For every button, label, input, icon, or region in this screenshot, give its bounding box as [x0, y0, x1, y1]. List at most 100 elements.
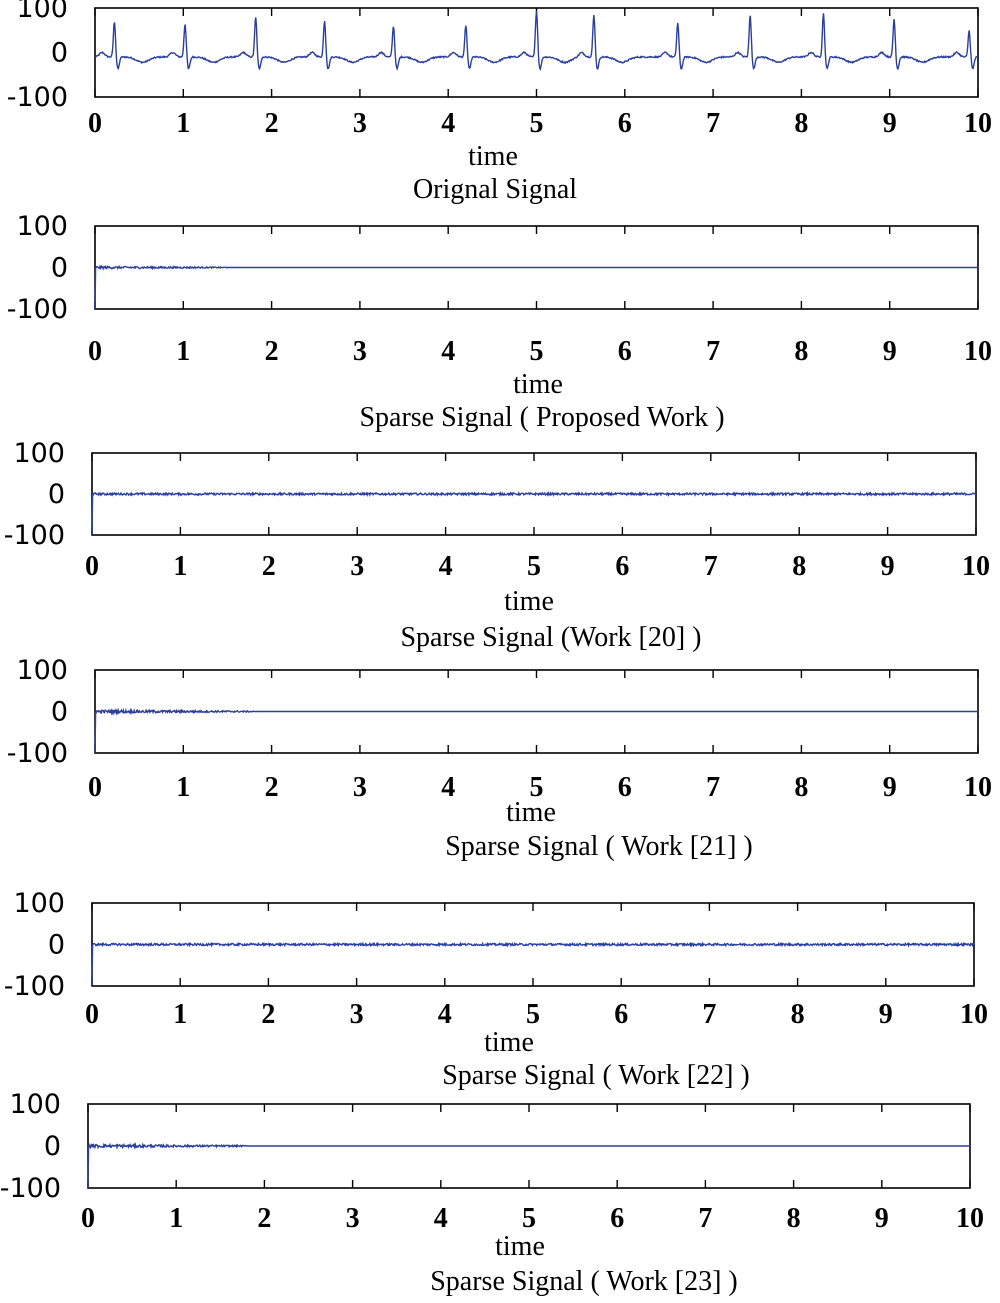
signal-series-line — [94, 11, 978, 72]
x-tick-label: 0 — [88, 772, 102, 803]
panel-title: Orignal Signal — [413, 174, 577, 205]
x-tick-label: 4 — [434, 1203, 448, 1234]
x-tick-label: 0 — [81, 1203, 95, 1234]
x-tick-label: 3 — [350, 999, 364, 1030]
x-tick-label: 2 — [261, 999, 275, 1030]
x-tick-label: 0 — [85, 999, 99, 1030]
x-tick-label: 2 — [265, 772, 279, 803]
x-tick-label: 2 — [265, 108, 279, 139]
signal-panel-3: 0 1 2 3 4 5 6 7 8 9 10 100 0 -100 time Sparse Signal (W… — [4, 438, 990, 653]
x-tick-label: 1 — [173, 551, 187, 582]
x-tick-label: 10 — [956, 1203, 984, 1234]
x-tick-label: 4 — [441, 336, 455, 367]
y-tick-label: 100 — [16, 655, 68, 686]
x-tick-label: 5 — [530, 108, 544, 139]
x-tick-label: 9 — [879, 999, 893, 1030]
panel-title: Sparse Signal ( Work [22] ) — [442, 1060, 750, 1091]
x-tick-label: 8 — [787, 1203, 801, 1234]
x-tick-label: 1 — [176, 336, 190, 367]
y-tick-label: -100 — [4, 520, 65, 551]
signal-series-line — [87, 1141, 970, 1189]
x-tick-label: 2 — [257, 1203, 271, 1234]
x-tick-label: 4 — [438, 999, 452, 1030]
y-tick-label: 100 — [16, 0, 68, 24]
y-tick-label: 0 — [44, 1131, 61, 1162]
signal-series-line — [94, 264, 978, 310]
x-tick-label: 4 — [441, 108, 455, 139]
x-axis-label: time — [495, 1231, 545, 1262]
x-tick-label: 10 — [964, 336, 992, 367]
panel-title: Sparse Signal ( Work [21] ) — [445, 831, 753, 862]
x-tick-label: 6 — [618, 772, 632, 803]
x-tick-label: 8 — [794, 336, 808, 367]
x-tick-label: 4 — [441, 772, 455, 803]
y-tick-label: 100 — [13, 438, 65, 469]
x-tick-label: 6 — [618, 108, 632, 139]
x-tick-label: 0 — [88, 336, 102, 367]
x-tick-label: 6 — [614, 999, 628, 1030]
x-tick-label: 3 — [346, 1203, 360, 1234]
x-tick-label: 3 — [350, 551, 364, 582]
x-tick-label: 8 — [791, 999, 805, 1030]
y-tick-label: 100 — [9, 1089, 61, 1120]
x-tick-label: 10 — [964, 108, 992, 139]
y-tick-label: 0 — [51, 253, 68, 284]
x-tick-label: 9 — [883, 336, 897, 367]
x-tick-label: 10 — [964, 772, 992, 803]
x-tick-label: 6 — [618, 336, 632, 367]
y-tick-label: -100 — [0, 1173, 61, 1204]
x-tick-label: 8 — [794, 108, 808, 139]
x-tick-label: 2 — [265, 336, 279, 367]
y-tick-label: 0 — [48, 479, 65, 510]
x-tick-label: 6 — [610, 1203, 624, 1234]
x-tick-label: 3 — [353, 772, 367, 803]
y-tick-label: 0 — [51, 38, 68, 69]
signal-series-line — [91, 941, 975, 987]
x-tick-label: 6 — [615, 551, 629, 582]
x-tick-label: 5 — [530, 772, 544, 803]
x-tick-label: 2 — [262, 551, 276, 582]
x-tick-label: 5 — [530, 336, 544, 367]
x-tick-label: 3 — [353, 108, 367, 139]
x-tick-label: 1 — [176, 772, 190, 803]
x-tick-label: 9 — [881, 551, 895, 582]
x-tick-label: 5 — [522, 1203, 536, 1234]
panel-title: Sparse Signal ( Work [23] ) — [430, 1266, 738, 1297]
y-tick-label: 0 — [48, 930, 65, 961]
panel-title: Sparse Signal ( Proposed Work ) — [359, 402, 724, 433]
x-tick-label: 9 — [883, 772, 897, 803]
x-tick-label: 7 — [706, 772, 720, 803]
x-tick-label: 10 — [962, 551, 990, 582]
x-tick-label: 1 — [169, 1203, 183, 1234]
y-tick-label: 100 — [16, 211, 68, 242]
x-tick-label: 9 — [875, 1203, 889, 1234]
y-tick-label: -100 — [7, 82, 68, 113]
y-tick-label: -100 — [7, 294, 68, 325]
panel-title: Sparse Signal (Work [20] ) — [400, 622, 701, 653]
x-tick-label: 1 — [176, 108, 190, 139]
y-tick-label: -100 — [7, 738, 68, 769]
x-axis-label: time — [506, 797, 556, 828]
x-tick-label: 7 — [706, 108, 720, 139]
signal-series-line — [94, 707, 978, 754]
x-tick-label: 7 — [706, 336, 720, 367]
x-tick-label: 3 — [353, 336, 367, 367]
x-tick-label: 7 — [702, 999, 716, 1030]
x-tick-label: 0 — [85, 551, 99, 582]
y-tick-label: -100 — [4, 971, 65, 1002]
x-tick-label: 7 — [704, 551, 718, 582]
x-tick-label: 0 — [88, 108, 102, 139]
signal-series-line — [91, 490, 977, 536]
x-tick-label: 7 — [698, 1203, 712, 1234]
x-axis-label: time — [504, 586, 554, 617]
x-tick-label: 10 — [960, 999, 988, 1030]
x-tick-label: 9 — [883, 108, 897, 139]
x-tick-label: 8 — [794, 772, 808, 803]
x-tick-label: 8 — [792, 551, 806, 582]
signal-panel-6: 0 1 2 3 4 5 6 7 8 9 10 100 0 -100 time Sparse Signal ( … — [0, 1089, 984, 1297]
x-tick-label: 4 — [439, 551, 453, 582]
